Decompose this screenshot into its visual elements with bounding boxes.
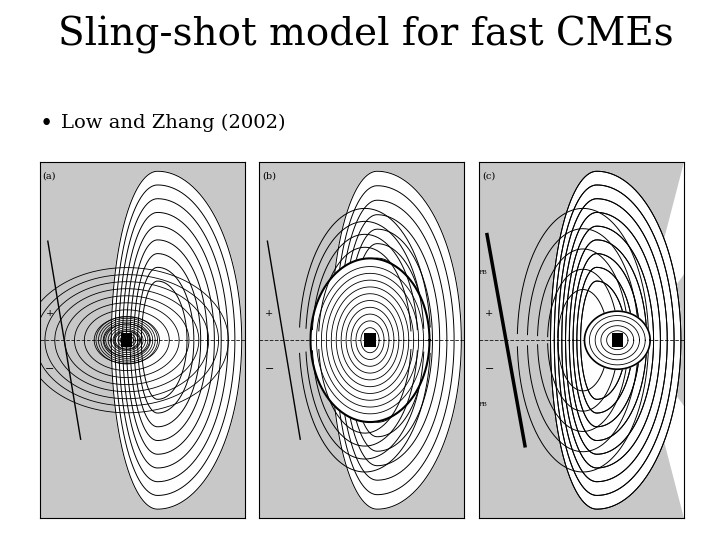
Polygon shape: [310, 258, 430, 422]
Text: −: −: [485, 364, 494, 374]
Polygon shape: [638, 162, 684, 340]
Text: FB: FB: [479, 270, 487, 275]
Text: •: •: [40, 113, 53, 136]
Text: −: −: [265, 364, 274, 374]
Text: +: +: [266, 309, 274, 318]
Text: +: +: [485, 309, 493, 318]
Text: (b): (b): [262, 171, 276, 180]
Text: +: +: [46, 309, 54, 318]
Text: −: −: [45, 364, 55, 374]
Text: (a): (a): [42, 171, 56, 180]
Polygon shape: [612, 333, 623, 347]
Polygon shape: [585, 311, 650, 369]
Text: (c): (c): [482, 171, 495, 180]
Polygon shape: [112, 171, 242, 509]
Polygon shape: [331, 171, 462, 509]
Polygon shape: [121, 333, 132, 347]
Polygon shape: [638, 340, 684, 518]
Text: Low and Zhang (2002): Low and Zhang (2002): [61, 113, 286, 132]
Text: FB: FB: [479, 402, 487, 407]
Polygon shape: [551, 171, 681, 509]
Polygon shape: [364, 333, 376, 347]
Text: Sling-shot model for fast CMEs: Sling-shot model for fast CMEs: [58, 16, 673, 54]
